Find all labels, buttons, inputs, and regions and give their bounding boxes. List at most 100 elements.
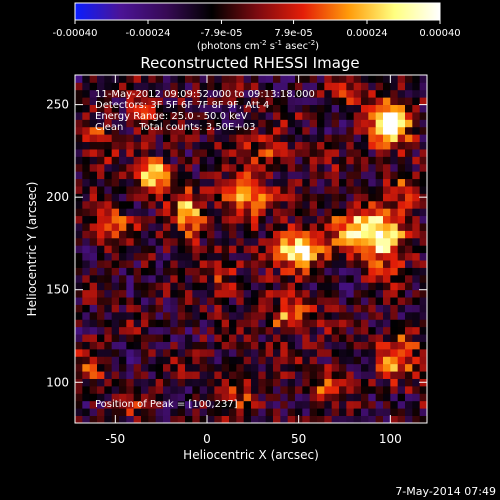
heatmap-cell xyxy=(236,326,245,335)
heatmap-cell xyxy=(295,134,303,143)
heatmap-cell xyxy=(185,267,193,276)
heatmap-cell xyxy=(163,186,171,194)
heatmap-cell xyxy=(251,215,259,224)
heatmap-cell xyxy=(339,126,347,135)
heatmap-cell xyxy=(302,75,311,83)
heatmap-cell xyxy=(141,215,149,224)
heatmap-cell xyxy=(163,193,171,202)
heatmap-cell xyxy=(419,400,428,409)
heatmap-cell xyxy=(199,385,208,394)
heatmap-cell xyxy=(163,371,171,379)
heatmap-cell xyxy=(133,289,142,298)
heatmap-cell xyxy=(375,378,384,387)
heatmap-cell xyxy=(368,341,377,350)
heatmap-cell xyxy=(207,75,215,83)
heatmap-cell xyxy=(273,304,281,313)
heatmap-cell xyxy=(405,304,413,313)
heatmap-cell xyxy=(75,289,83,298)
heatmap-cell xyxy=(419,289,428,298)
heatmap-cell xyxy=(89,149,98,157)
heatmap-cell xyxy=(353,171,362,180)
heatmap-cell xyxy=(361,126,369,135)
heatmap-cell xyxy=(229,163,237,172)
heatmap-cell xyxy=(331,363,340,372)
heatmap-cell xyxy=(346,89,355,98)
heatmap-cell xyxy=(104,149,113,157)
heatmap-cell xyxy=(236,149,245,157)
heatmap-cell xyxy=(412,297,421,305)
heatmap-cell xyxy=(287,119,296,128)
heatmap-cell xyxy=(317,341,325,350)
heatmap-cell xyxy=(317,104,325,113)
heatmap-cell xyxy=(273,260,281,268)
heatmap-cell xyxy=(331,319,340,328)
heatmap-cell xyxy=(251,193,259,202)
heatmap-cell xyxy=(148,186,157,194)
heatmap-cell xyxy=(148,156,157,165)
heatmap-cell xyxy=(361,341,369,350)
heatmap-cell xyxy=(324,334,333,342)
annotation-block: 11-May-2012 09:09:52.000 to 09:13:18.000… xyxy=(95,89,315,133)
heatmap-cell xyxy=(412,208,421,217)
heatmap-cell xyxy=(412,385,421,394)
heatmap-cell xyxy=(133,126,142,135)
heatmap-cell xyxy=(405,82,413,91)
heatmap-cell xyxy=(119,304,127,313)
heatmap-cell xyxy=(192,371,201,379)
heatmap-cell xyxy=(397,223,406,231)
heatmap-cell xyxy=(397,230,406,239)
heatmap-cell xyxy=(119,112,127,120)
heatmap-cell xyxy=(104,252,113,261)
heatmap-cell xyxy=(163,134,171,143)
heatmap-cell xyxy=(412,134,421,143)
heatmap-cell xyxy=(361,149,369,157)
heatmap-cell xyxy=(295,260,303,268)
heatmap-cell xyxy=(75,178,83,187)
heatmap-cell xyxy=(309,119,318,128)
heatmap-cell xyxy=(199,334,208,342)
heatmap-cell xyxy=(273,237,281,246)
heatmap-cell xyxy=(185,326,193,335)
heatmap-cell xyxy=(287,82,296,91)
heatmap-cell xyxy=(97,104,105,113)
heatmap-cell xyxy=(214,245,223,254)
heatmap-cell xyxy=(185,178,193,187)
heatmap-cell xyxy=(273,186,281,194)
heatmap-cell xyxy=(148,178,157,187)
heatmap-cell xyxy=(309,334,318,342)
heatmap-cell xyxy=(177,334,186,342)
heatmap-cell xyxy=(397,186,406,194)
heatmap-cell xyxy=(251,200,259,209)
heatmap-cell xyxy=(229,156,237,165)
heatmap-cell xyxy=(280,252,289,261)
heatmap-cell xyxy=(148,141,157,150)
heatmap-cell xyxy=(265,385,274,394)
heatmap-cell xyxy=(170,215,179,224)
heatmap-cell xyxy=(155,223,164,231)
heatmap-cell xyxy=(346,304,355,313)
heatmap-cell xyxy=(412,230,421,239)
heatmap-cell xyxy=(302,385,311,394)
chart-title: Reconstructed RHESSI Image xyxy=(140,54,359,72)
heatmap-cell xyxy=(412,82,421,91)
heatmap-cell xyxy=(346,378,355,387)
heatmap-cell xyxy=(383,215,391,224)
heatmap-cell xyxy=(265,334,274,342)
heatmap-cell xyxy=(170,193,179,202)
heatmap-cell xyxy=(104,134,113,143)
heatmap-cell xyxy=(331,289,340,298)
heatmap-cell xyxy=(324,75,333,83)
heatmap-cell xyxy=(199,97,208,106)
heatmap-cell xyxy=(397,348,406,357)
heatmap-cell xyxy=(82,274,91,283)
heatmap-cell xyxy=(273,89,281,98)
heatmap-cell xyxy=(405,378,413,387)
heatmap-cell xyxy=(280,341,289,350)
heatmap-cell xyxy=(419,230,428,239)
heatmap-cell xyxy=(214,408,223,416)
heatmap-cell xyxy=(177,289,186,298)
heatmap-cell xyxy=(397,289,406,298)
heatmap-cell xyxy=(75,260,83,268)
heatmap-cell xyxy=(287,415,296,424)
heatmap-cell xyxy=(324,252,333,261)
